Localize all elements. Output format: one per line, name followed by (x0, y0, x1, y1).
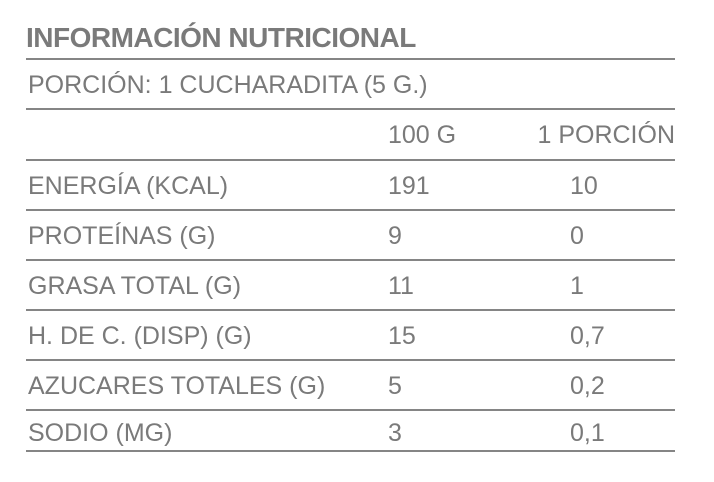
value-per-100g: 11 (388, 272, 414, 300)
value-per-portion: 0,1 (570, 419, 605, 447)
panel-title: INFORMACIÓN NUTRICIONAL (26, 0, 675, 60)
table-header-row: 100 G 1 PORCIÓN (26, 110, 675, 161)
value-per-100g: 5 (388, 372, 402, 400)
nutrient-label: AZUCARES TOTALES (G) (28, 372, 326, 400)
value-per-100g: 9 (388, 222, 402, 250)
value-per-portion: 10 (570, 172, 598, 200)
header-per-portion: 1 PORCIÓN (537, 121, 675, 149)
value-per-portion: 0 (570, 222, 584, 250)
header-per-100g: 100 G (388, 121, 457, 149)
nutrient-label: SODIO (MG) (28, 419, 173, 447)
value-per-portion: 1 (570, 272, 584, 300)
value-per-portion: 0,2 (570, 372, 605, 400)
nutrition-facts-panel: INFORMACIÓN NUTRICIONAL PORCIÓN: 1 CUCHA… (26, 0, 675, 452)
value-per-100g: 3 (388, 419, 402, 447)
portion-size: PORCIÓN: 1 CUCHARADITA (5 G.) (26, 60, 675, 110)
value-per-portion: 0,7 (570, 322, 605, 350)
table-row: PROTEÍNAS (G) 9 0 (26, 211, 675, 261)
value-per-100g: 191 (388, 172, 430, 200)
table-row: H. DE C. (DISP) (G) 15 0,7 (26, 311, 675, 361)
table-row: SODIO (MG) 3 0,1 (26, 411, 675, 452)
nutrient-label: GRASA TOTAL (G) (28, 272, 242, 300)
nutrient-label: H. DE C. (DISP) (G) (28, 322, 252, 350)
nutrient-label: ENERGÍA (KCAL) (28, 172, 229, 200)
nutrient-label: PROTEÍNAS (G) (28, 222, 216, 250)
table-row: GRASA TOTAL (G) 11 1 (26, 261, 675, 311)
table-row: ENERGÍA (KCAL) 191 10 (26, 161, 675, 211)
table-row: AZUCARES TOTALES (G) 5 0,2 (26, 361, 675, 411)
value-per-100g: 15 (388, 322, 416, 350)
